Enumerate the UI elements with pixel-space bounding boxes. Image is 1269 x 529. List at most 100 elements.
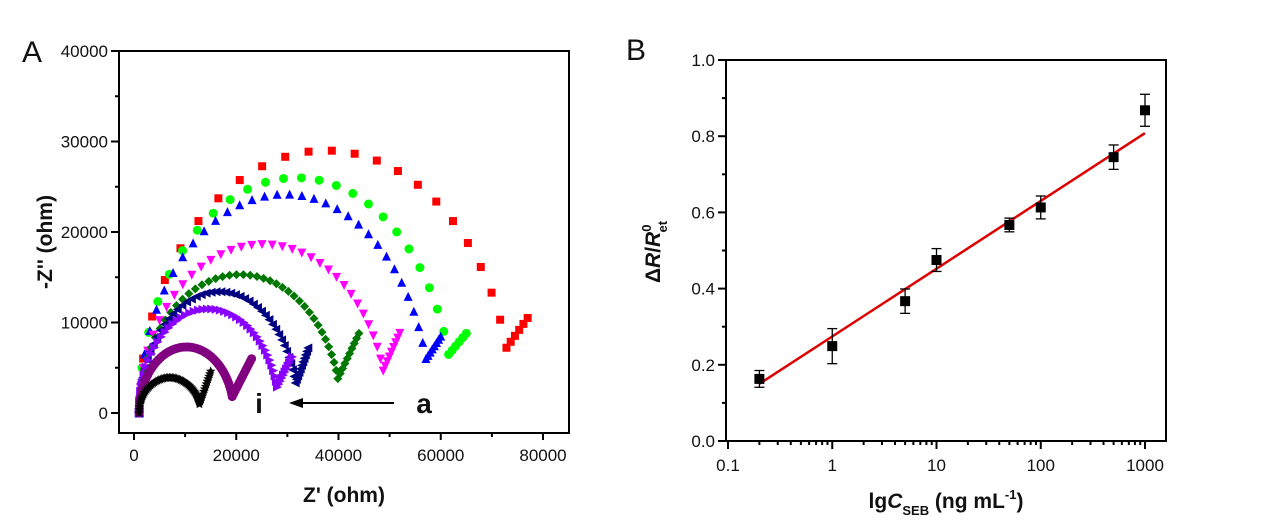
data-point [206, 287, 216, 297]
data-point [424, 283, 434, 293]
x-tick-label: 10 [927, 456, 946, 475]
panel-b-letter: B [626, 34, 646, 67]
data-point-group [931, 247, 942, 273]
data-point [258, 162, 267, 171]
data-point [389, 264, 399, 274]
data-point [260, 345, 270, 355]
data-point [364, 320, 374, 330]
data-point [304, 147, 313, 156]
y-tick-label: 40000 [61, 42, 108, 61]
data-point [283, 286, 293, 296]
data-point [159, 285, 169, 295]
data-point [418, 337, 428, 347]
data-point [216, 287, 226, 297]
data-point [205, 366, 216, 376]
data-point [300, 301, 310, 311]
series-i [134, 366, 216, 418]
data-point [432, 304, 442, 314]
data-point [235, 200, 245, 210]
data-point [324, 342, 334, 352]
y-tick-label: 0.0 [691, 432, 715, 451]
panel-b: B 0.1 1 10 100 1000 0.0 0.2 0.4 0.6 0.8 1.0 lgCSEB… [626, 34, 1167, 518]
data-point [154, 316, 164, 326]
data-point [297, 190, 307, 200]
data-point [184, 289, 194, 299]
panel-a-frame [118, 50, 570, 434]
data-point [225, 270, 235, 280]
y-tick-label: 0.6 [691, 203, 715, 222]
data-point [449, 217, 458, 226]
data-point [211, 215, 221, 225]
data-point [218, 272, 228, 282]
data-point [243, 184, 253, 194]
data-point [289, 291, 299, 301]
data-point [510, 331, 519, 340]
data-point [296, 173, 306, 183]
annotation-label-a: a [416, 388, 432, 419]
data-point [321, 198, 331, 208]
data-point [260, 177, 270, 187]
data-point [900, 296, 911, 307]
x-tick-label: 1000 [1126, 456, 1164, 475]
panel-b-frame [725, 59, 1167, 442]
data-point [287, 365, 297, 375]
data-point [221, 287, 231, 297]
data-point [147, 349, 157, 359]
data-point [332, 272, 342, 282]
data-point [461, 328, 471, 338]
x-title-var: C [887, 490, 903, 513]
data-point [332, 204, 342, 214]
data-point [317, 327, 327, 337]
data-point [235, 176, 244, 185]
data-point-group [1035, 195, 1046, 220]
data-point [199, 226, 209, 236]
x-tick-label: 20000 [213, 446, 260, 465]
data-point [304, 307, 314, 317]
y-tick-label: 0 [99, 404, 108, 423]
data-point [327, 146, 336, 155]
data-point [287, 352, 297, 362]
series-c [134, 189, 446, 418]
data-point [436, 331, 446, 341]
data-point [256, 306, 266, 316]
data-point [354, 219, 364, 229]
data-point [279, 173, 289, 183]
data-point [148, 330, 158, 340]
data-point [331, 180, 341, 190]
data-point [350, 149, 359, 158]
data-point [267, 240, 277, 250]
data-point [277, 335, 287, 345]
data-point [139, 354, 148, 363]
data-point [368, 331, 378, 341]
data-point [255, 336, 265, 346]
data-point [178, 252, 188, 262]
data-point [327, 349, 337, 359]
x-tick-label: 0 [129, 446, 138, 465]
data-point [169, 290, 179, 300]
data-point [373, 239, 383, 249]
data-point [187, 270, 197, 280]
data-point [252, 332, 262, 342]
panel-b-y-axis-title: ΔR/R0et [639, 220, 670, 283]
y-title-delta: Δ [642, 268, 665, 283]
data-point [201, 288, 211, 298]
data-point [277, 282, 287, 292]
data-point [257, 240, 267, 250]
data-point [414, 322, 424, 332]
data-point [404, 244, 414, 254]
data-point [271, 324, 281, 334]
data-point-group [1140, 93, 1150, 127]
data-point [364, 229, 374, 239]
series-d [134, 240, 405, 418]
data-point [376, 354, 386, 364]
annotation-label-i: i [255, 388, 263, 419]
data-point [153, 297, 163, 307]
data-point [204, 276, 214, 286]
data-point [515, 325, 524, 334]
data-point [393, 167, 402, 176]
data-point [294, 296, 304, 306]
data-point [211, 287, 221, 297]
data-point [413, 180, 422, 189]
panel-b-x-axis-title: lgCSEB (ng mL-1) [869, 487, 1024, 518]
data-point [353, 299, 363, 309]
